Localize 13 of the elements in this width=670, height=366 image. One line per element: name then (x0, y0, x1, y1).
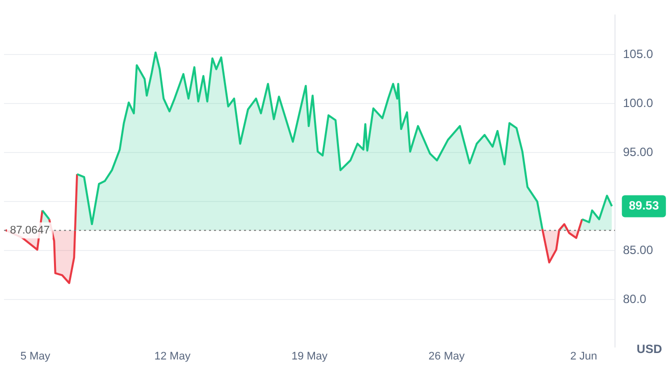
x-tick-label: 2 Jun (570, 350, 598, 362)
x-tick-label: 12 May (154, 350, 191, 362)
x-tick-label: 19 May (291, 350, 328, 362)
annotation: 89.53 (628, 198, 660, 213)
y-tick-label: 80.0 (623, 292, 647, 306)
y-tick-label: 105.0 (623, 46, 654, 61)
y-tick-label: 100.0 (623, 96, 654, 110)
ref-line-label: 87.0647 (10, 224, 50, 236)
y-tick-label: 85.00 (623, 242, 654, 257)
y-axis-title: USD (636, 342, 662, 356)
x-tick-label: 26 May (428, 350, 466, 362)
x-tick-label: 5 May (20, 350, 51, 362)
y-tick-label: 95.00 (623, 144, 654, 159)
